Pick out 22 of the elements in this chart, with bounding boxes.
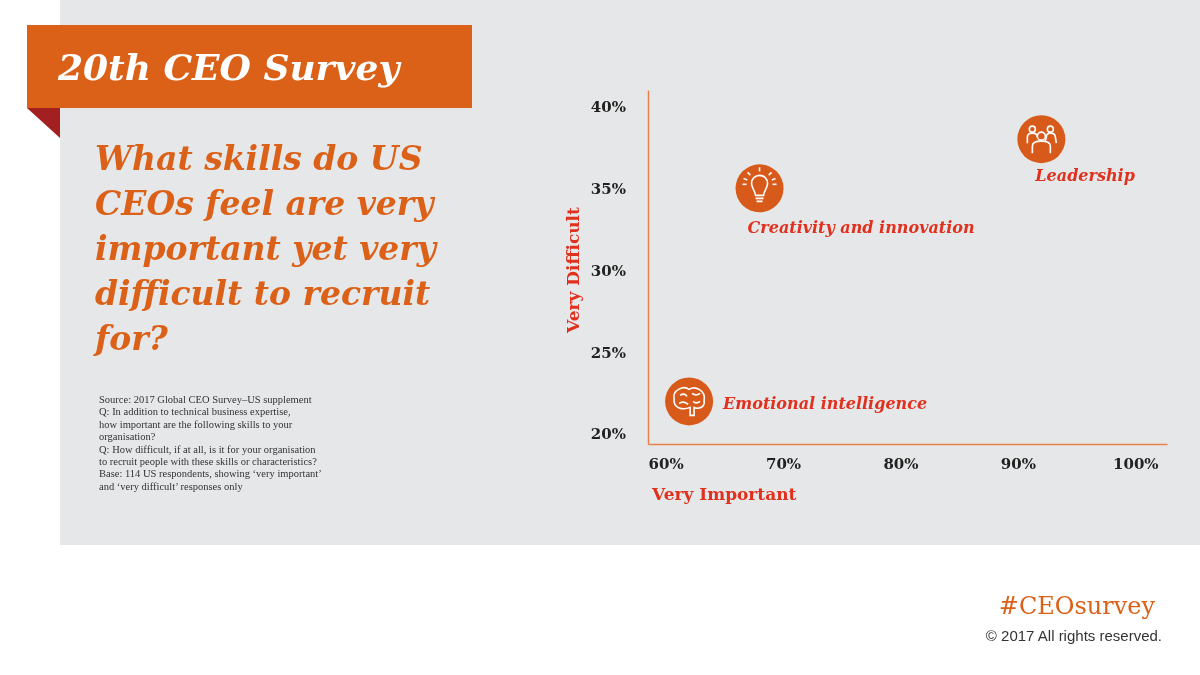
source-note: Source: 2017 Global CEO Survey–US supplement Q: In addition to technical business expertise, how important are the following skills to your organisation? Q: How difficult, if at all, is it for your organisation to recruit people with these skills or characteristics? Base: 114 US respondents, showing ‘very important’ and ‘very difficult’ responses only	[99, 394, 322, 492]
text: © 2017 All rights reserved.	[985, 627, 1162, 644]
point	[665, 377, 714, 426]
text: #CEOsurvey	[998, 592, 1156, 620]
y-tick-label: 20%	[590, 425, 626, 444]
y-tick-label: 25%	[590, 343, 626, 362]
x-tick-label: 70%	[765, 454, 802, 473]
y-axis-title: Very Difficult	[563, 206, 583, 334]
point	[735, 164, 784, 213]
y-tick-label: 30%	[590, 261, 626, 280]
x-tick-label: 90%	[1000, 454, 1036, 473]
y-tick-label: 35%	[590, 179, 626, 198]
y-tick-label: 40%	[590, 97, 626, 116]
x-tick-label: 80%	[883, 454, 919, 473]
x-axis-title: Very Important	[651, 484, 797, 504]
series-label: Leadership	[1034, 166, 1135, 186]
text: 20th CEO Survey	[57, 46, 402, 88]
series-label: Emotional intelligence	[722, 394, 928, 414]
x-tick-label: 60%	[648, 454, 684, 473]
series-label: Creativity and innovation	[747, 218, 975, 238]
text: What skills do US CEOs feel are very important yet very difficult to recruit for?	[93, 139, 439, 358]
x-tick-label: 100%	[1113, 454, 1159, 473]
